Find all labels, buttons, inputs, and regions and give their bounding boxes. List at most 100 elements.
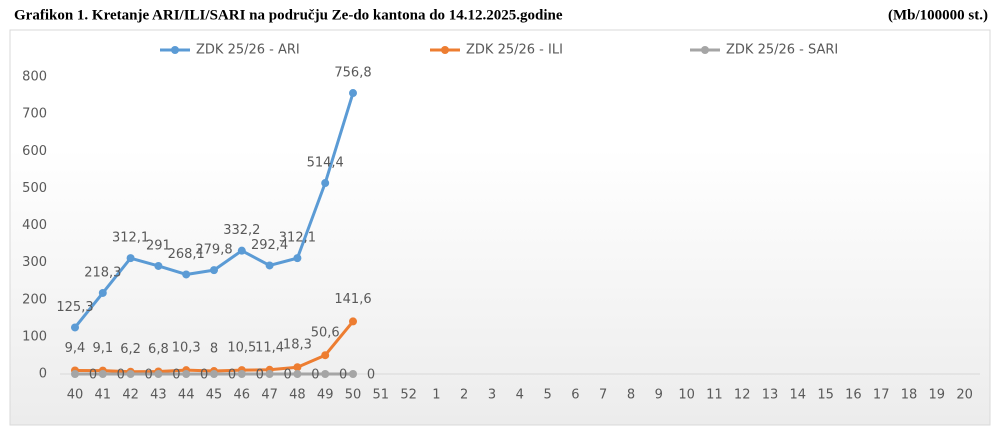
data-point	[349, 370, 357, 378]
data-label: 6,2	[120, 342, 141, 357]
x-tick-label: 8	[627, 388, 635, 403]
x-tick-label: 11	[706, 388, 723, 403]
data-label: 18,3	[283, 338, 312, 353]
data-label: 0	[89, 368, 97, 383]
x-tick-label: 49	[317, 388, 334, 403]
data-label: 0	[228, 368, 236, 383]
data-label: 268,1	[168, 247, 205, 262]
x-tick-label: 46	[234, 388, 251, 403]
x-tick-label: 43	[150, 388, 167, 403]
data-label: 279,8	[195, 243, 232, 258]
y-tick-label: 100	[22, 329, 47, 344]
data-label: 0	[172, 368, 180, 383]
y-tick-label: 700	[22, 107, 47, 122]
x-tick-label: 14	[790, 388, 807, 403]
data-label: 0	[117, 368, 125, 383]
data-point	[349, 317, 357, 326]
data-point	[265, 370, 274, 378]
x-tick-label: 17	[873, 388, 890, 403]
legend-label: ZDK 25/26 - ILI	[466, 43, 563, 58]
data-label: 218,3	[84, 265, 121, 280]
data-label: 332,2	[223, 223, 260, 238]
data-label: 291	[146, 238, 171, 253]
data-label: 0	[144, 368, 152, 383]
x-tick-label: 6	[571, 388, 579, 403]
data-point	[293, 370, 302, 378]
data-point	[349, 89, 357, 98]
data-label: 6,8	[148, 342, 169, 357]
data-label: 0	[339, 368, 347, 383]
y-tick-label: 0	[39, 367, 47, 382]
x-tick-label: 51	[373, 388, 390, 403]
data-label: 312,1	[112, 231, 149, 246]
x-tick-label: 50	[345, 388, 362, 403]
data-point	[98, 288, 107, 297]
data-label: 10,3	[172, 341, 201, 356]
data-label: 756,8	[334, 66, 371, 81]
data-label: 125,3	[56, 300, 93, 315]
x-tick-label: 12	[734, 388, 751, 403]
legend-label: ZDK 25/26 - ARI	[196, 43, 300, 58]
x-tick-label: 7	[599, 388, 607, 403]
x-tick-label: 16	[845, 388, 862, 403]
x-tick-label: 5	[543, 388, 551, 403]
x-tick-label: 19	[929, 388, 946, 403]
legend-marker	[171, 46, 179, 54]
x-tick-label: 9	[655, 388, 663, 403]
data-label: 8	[210, 342, 218, 357]
data-point	[210, 266, 218, 275]
x-tick-label: 42	[122, 388, 139, 403]
data-point	[126, 254, 135, 263]
legend-marker	[701, 46, 709, 54]
y-tick-label: 200	[22, 292, 47, 307]
data-label: 0	[367, 368, 375, 383]
data-label: 50,6	[311, 326, 340, 341]
x-tick-label: 40	[67, 388, 84, 403]
data-label: 292,4	[251, 238, 288, 253]
data-label: 141,6	[334, 292, 371, 307]
data-label: 312,1	[279, 231, 316, 246]
data-point	[182, 370, 191, 378]
x-tick-label: 3	[488, 388, 496, 403]
data-label: 0	[200, 368, 208, 383]
unit-label: (Mb/100000 st.)	[888, 7, 988, 23]
y-tick-label: 400	[22, 218, 47, 233]
data-point	[321, 179, 330, 188]
data-point	[210, 370, 218, 378]
data-point	[71, 323, 79, 332]
data-point	[293, 254, 302, 263]
data-label: 514,4	[307, 156, 344, 171]
x-tick-label: 48	[289, 388, 306, 403]
x-tick-label: 1	[432, 388, 440, 403]
x-tick-label: 44	[178, 388, 195, 403]
data-point	[321, 370, 330, 378]
data-label: 0	[256, 368, 264, 383]
data-label: 11,4	[255, 340, 284, 355]
chart-title: Grafikon 1. Kretanje ARI/ILI/SARI na pod…	[14, 7, 563, 23]
legend-marker	[441, 46, 449, 54]
data-point	[265, 261, 274, 270]
data-point	[126, 370, 135, 378]
data-label: 0	[283, 368, 291, 383]
data-label: 9,4	[65, 341, 86, 356]
data-point	[293, 363, 302, 372]
data-point	[182, 270, 191, 279]
x-tick-label: 52	[400, 388, 417, 403]
data-point	[237, 246, 246, 255]
x-tick-label: 15	[817, 388, 834, 403]
x-tick-label: 4	[516, 388, 524, 403]
data-point	[154, 261, 163, 270]
y-tick-label: 300	[22, 255, 47, 270]
x-tick-label: 13	[762, 388, 779, 403]
y-tick-label: 600	[22, 144, 47, 159]
x-tick-label: 2	[460, 388, 468, 403]
x-tick-label: 18	[901, 388, 918, 403]
chart-frame	[9, 29, 991, 426]
x-tick-label: 20	[956, 388, 973, 403]
legend-label: ZDK 25/26 - SARI	[726, 43, 838, 58]
data-label: 10,5	[227, 341, 256, 356]
data-label: 0	[311, 368, 319, 383]
y-tick-label: 800	[22, 70, 47, 85]
data-point	[98, 370, 107, 378]
